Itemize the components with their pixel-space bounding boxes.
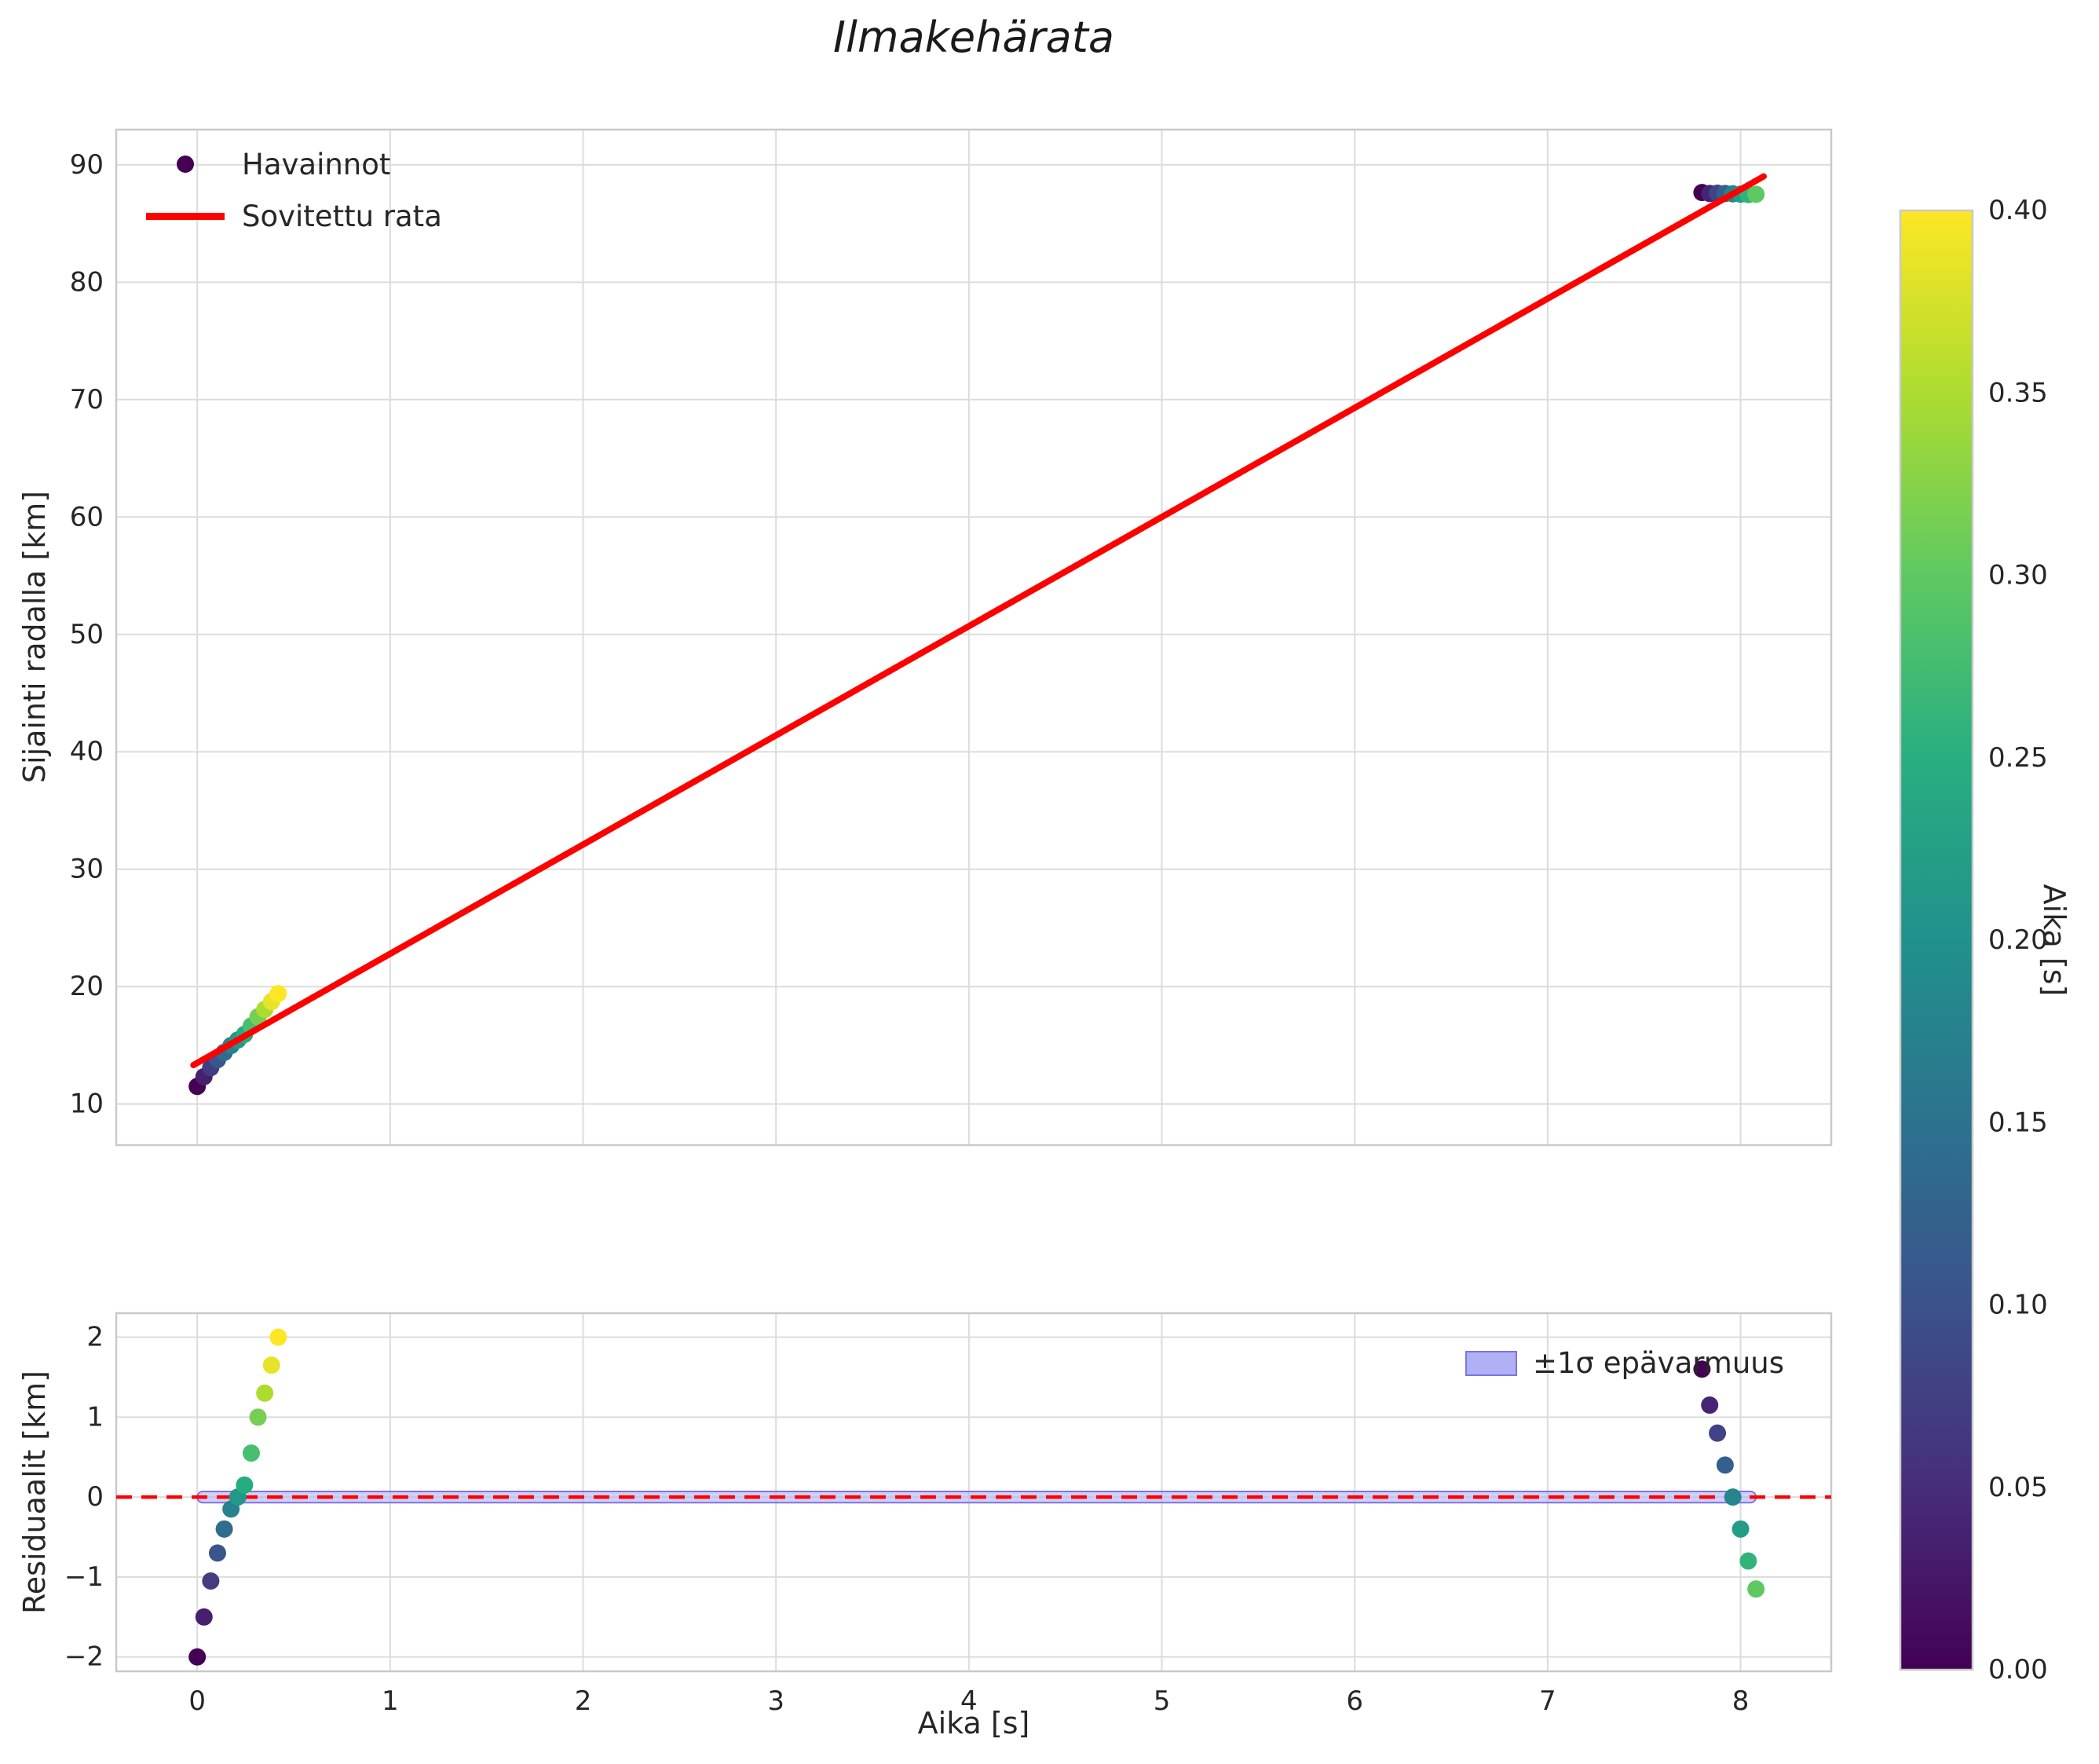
y-tick-label: 70	[70, 384, 104, 415]
residual-point	[256, 1384, 274, 1402]
residual-point	[1709, 1424, 1727, 1442]
x-tick-label: 6	[1346, 1685, 1363, 1717]
legend-fit-label: Sovitettu rata	[242, 199, 442, 233]
observations-marker-icon	[177, 156, 194, 173]
legend-observations-label: Havainnot	[242, 147, 391, 181]
colorbar-tick-label: 0.35	[1988, 377, 2048, 408]
residual-point	[1724, 1488, 1742, 1506]
residual-point	[195, 1608, 213, 1626]
residual-point	[1693, 1360, 1711, 1378]
colorbar-tick-label: 0.15	[1988, 1107, 2048, 1138]
residual-point	[208, 1544, 226, 1562]
y-tick-label: −1	[64, 1561, 104, 1593]
y-tick-label: 80	[70, 266, 104, 298]
x-tick-label: 4	[960, 1685, 978, 1717]
observation-point	[269, 985, 287, 1003]
residual-point	[242, 1444, 260, 1462]
colorbar-gradient	[1900, 210, 1973, 1670]
residual-point	[262, 1356, 280, 1374]
y-tick-label: 90	[70, 149, 104, 181]
residual-legend: ±1σ epävarmuus	[1465, 1346, 1784, 1380]
y-tick-label: 2	[86, 1322, 104, 1353]
residual-point	[249, 1408, 267, 1426]
bottom-plot: −2 −1 0 1 2 0 1 2 3 4 5 6 7 8	[64, 1312, 1833, 1717]
residual-point	[236, 1476, 254, 1494]
y-tick-label: −2	[64, 1641, 104, 1673]
y-tick-label: 60	[70, 501, 104, 532]
colorbar-label: Aika [s]	[2037, 884, 2072, 997]
x-tick-label: 3	[767, 1685, 784, 1717]
bottom-y-axis-label: Residuaalit [km]	[17, 1371, 52, 1614]
residual-point	[1716, 1456, 1734, 1474]
colorbar-tick-label: 0.25	[1988, 742, 2048, 774]
colorbar-tick-label: 0.40	[1988, 195, 2048, 226]
chart-title: Ilmakehärata	[833, 13, 1114, 62]
legend-entry-observations: Havainnot	[146, 143, 442, 185]
legend-band-label: ±1σ epävarmuus	[1533, 1346, 1785, 1380]
residual-point	[1731, 1520, 1750, 1538]
top-y-axis-label: Sijainti radalla [km]	[17, 490, 52, 784]
y-tick-label: 10	[70, 1089, 104, 1120]
x-tick-label: 2	[575, 1685, 592, 1717]
top-legend: Havainnot Sovitettu rata	[146, 143, 442, 237]
colorbar-tick-label: 0.05	[1988, 1472, 2048, 1503]
top-plot: 10 20 30 40 50 60 70 80 90	[70, 128, 1833, 1147]
x-tick-label: 1	[382, 1685, 399, 1717]
colorbar-tick-label: 0.20	[1988, 924, 2048, 956]
y-tick-label: 20	[70, 971, 104, 1002]
x-axis-label: Aika [s]	[917, 1706, 1030, 1740]
colorbar: 0.00 0.05 0.10 0.15 0.20 0.25 0.30 0.35 0.40	[1899, 195, 2048, 1685]
fitted-trajectory-line	[190, 173, 1768, 1069]
y-tick-label: 1	[86, 1401, 104, 1433]
colorbar-tick-label: 0.30	[1988, 560, 2048, 591]
colorbar-tick-label: 0.00	[1988, 1654, 2048, 1685]
fit-line-marker-icon	[146, 212, 225, 220]
y-tick-label: 50	[70, 619, 104, 650]
residual-point	[215, 1520, 233, 1538]
residual-point	[188, 1648, 207, 1666]
x-tick-label: 0	[188, 1685, 206, 1717]
y-tick-label: 40	[70, 736, 104, 767]
x-tick-label: 5	[1154, 1685, 1171, 1717]
y-tick-label: 0	[86, 1481, 104, 1513]
colorbar-tick-label: 0.10	[1988, 1290, 2048, 1321]
residual-point	[1701, 1396, 1719, 1414]
x-tick-label: 8	[1732, 1685, 1750, 1717]
legend-entry-fit: Sovitettu rata	[146, 195, 442, 237]
y-tick-label: 30	[70, 854, 104, 885]
residual-point	[202, 1572, 220, 1590]
observation-point	[1747, 185, 1765, 203]
residual-point	[1747, 1580, 1765, 1598]
x-tick-label: 7	[1539, 1685, 1556, 1717]
residual-point	[1739, 1552, 1757, 1570]
uncertainty-band-icon	[1465, 1350, 1517, 1376]
residual-point	[269, 1328, 287, 1346]
